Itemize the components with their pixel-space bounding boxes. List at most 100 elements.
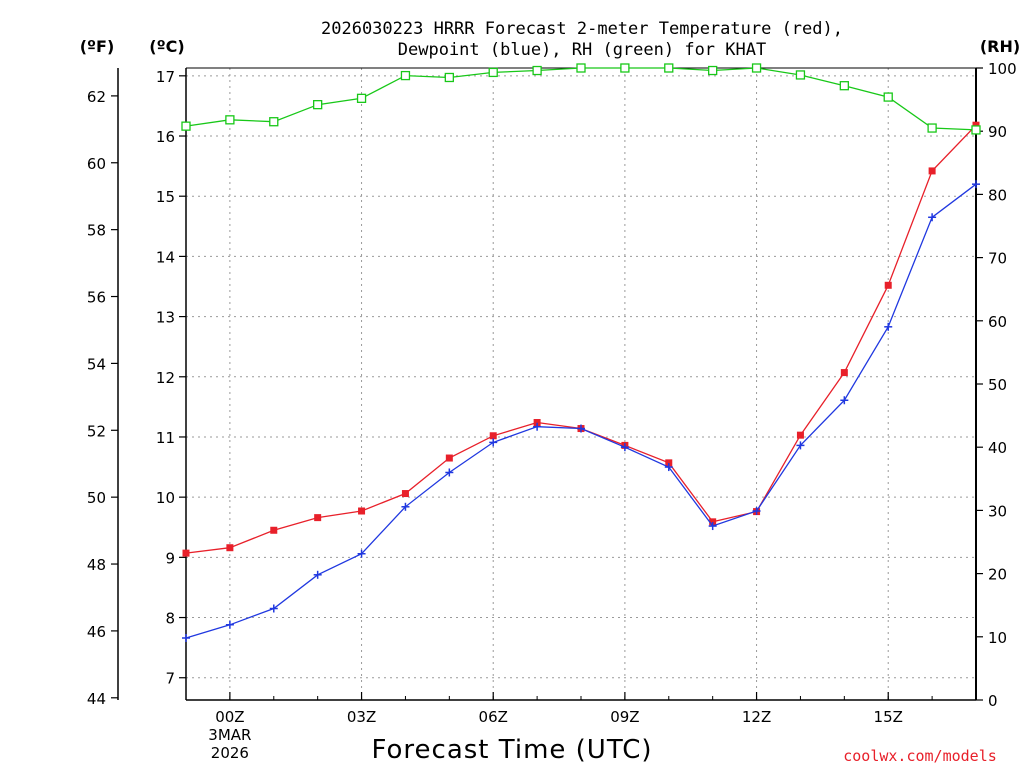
rh-point xyxy=(400,70,411,81)
x-tick-label: 09Z xyxy=(610,708,639,726)
x-tick-label: 15Z xyxy=(874,708,903,726)
dewpoint-point xyxy=(708,522,717,531)
rh-point xyxy=(927,123,937,133)
credit-text: coolwx.com/models xyxy=(843,747,997,765)
fahrenheit-tick-label: 52 xyxy=(87,422,106,440)
temperature-point xyxy=(972,121,980,129)
dewpoint-point xyxy=(620,443,629,452)
chart-title-line2: Dewpoint (blue), RH (green) for KHAT xyxy=(398,40,766,60)
fahrenheit-tick-label: 62 xyxy=(87,88,106,106)
rh-tick-label: 20 xyxy=(988,566,1007,584)
celsius-tick-label: 7 xyxy=(165,670,175,688)
temperature-point xyxy=(796,431,804,439)
rh-tick-label: 40 xyxy=(988,439,1007,457)
rh-point xyxy=(971,125,981,135)
temperature-point xyxy=(489,432,497,440)
rh-tick-label: 60 xyxy=(988,313,1007,331)
rh-point xyxy=(488,67,498,78)
dewpoint-point xyxy=(313,570,322,579)
rh-point xyxy=(225,115,235,125)
temperature-point xyxy=(533,419,541,427)
rh-point xyxy=(795,70,806,80)
fahrenheit-axis-header: (ºF) xyxy=(80,37,115,56)
dewpoint-point xyxy=(489,438,498,447)
celsius-axis-header: (ºC) xyxy=(149,37,184,56)
fahrenheit-tick-label: 60 xyxy=(87,155,106,173)
dewpoint-point xyxy=(796,441,805,450)
rh-axis-header: (RH) xyxy=(980,37,1020,56)
fahrenheit-tick-label: 58 xyxy=(87,222,106,240)
temperature-point xyxy=(226,544,234,552)
temperature-line xyxy=(185,124,977,554)
rh-point xyxy=(269,117,279,127)
fahrenheit-tick-label: 56 xyxy=(87,289,106,307)
celsius-tick-label: 14 xyxy=(156,248,175,266)
dewpoint-point xyxy=(401,502,410,511)
rh-tick-label: 10 xyxy=(988,629,1007,647)
temperature-point xyxy=(840,369,848,377)
temperature-point xyxy=(314,514,322,522)
temperature-point xyxy=(270,526,278,534)
rh-line xyxy=(185,67,977,131)
rh-tick-label: 0 xyxy=(988,692,998,710)
temperature-point xyxy=(182,549,190,557)
celsius-tick-label: 17 xyxy=(156,68,175,86)
fahrenheit-tick-label: 48 xyxy=(87,556,106,574)
grid-lines xyxy=(186,68,976,700)
rh-tick-label: 50 xyxy=(988,376,1007,394)
celsius-tick-label: 8 xyxy=(165,610,175,628)
rh-point xyxy=(883,92,893,102)
x-tick-year-label: 2026 xyxy=(211,744,249,762)
rh-tick-label: 100 xyxy=(988,60,1017,78)
dewpoint-point xyxy=(225,620,234,629)
rh-point xyxy=(444,72,454,83)
temperature-point xyxy=(884,281,892,289)
dewpoint-point xyxy=(182,634,190,643)
celsius-tick-label: 13 xyxy=(156,309,175,327)
celsius-tick-label: 15 xyxy=(156,188,175,206)
x-axis-label: Forecast Time (UTC) xyxy=(371,735,652,765)
temperature-point xyxy=(709,518,717,526)
temperature-point xyxy=(445,454,453,462)
fahrenheit-tick-label: 44 xyxy=(87,690,106,708)
chart-title-line1: 2026030223 HRRR Forecast 2-meter Tempera… xyxy=(321,19,843,39)
celsius-tick-label: 12 xyxy=(156,369,175,387)
rh-tick-label: 80 xyxy=(988,186,1007,204)
rh-point xyxy=(664,63,674,73)
temperature-point xyxy=(665,459,673,467)
x-tick-label: 12Z xyxy=(742,708,771,726)
dewpoint-point xyxy=(664,463,673,472)
rh-point xyxy=(620,63,630,73)
rh-point xyxy=(356,93,367,103)
dewpoint-point xyxy=(972,180,980,189)
rh-point xyxy=(532,65,542,76)
fahrenheit-tick-label: 54 xyxy=(87,355,106,373)
dewpoint-point xyxy=(577,424,585,433)
fahrenheit-tick-label: 46 xyxy=(87,623,106,641)
celsius-tick-label: 16 xyxy=(156,128,175,146)
dewpoint-point xyxy=(840,396,849,405)
dewpoint-line xyxy=(185,183,977,639)
celsius-tick-label: 9 xyxy=(165,549,175,567)
x-tick-label: 06Z xyxy=(479,708,508,726)
celsius-tick-label: 11 xyxy=(156,429,175,447)
x-tick-label: 03Z xyxy=(347,708,376,726)
x-tick-label: 00Z xyxy=(215,708,244,726)
fahrenheit-tick-label: 50 xyxy=(87,489,106,507)
dewpoint-point xyxy=(752,507,761,516)
rh-point xyxy=(839,81,849,91)
rh-tick-label: 90 xyxy=(988,123,1007,141)
rh-point xyxy=(576,63,586,73)
temperature-point xyxy=(401,490,409,498)
celsius-tick-label: 10 xyxy=(156,489,175,507)
dewpoint-point xyxy=(445,468,454,477)
data-series xyxy=(181,63,981,643)
dewpoint-point xyxy=(533,422,542,431)
temperature-point xyxy=(928,167,936,175)
rh-point xyxy=(313,100,323,110)
rh-tick-label: 70 xyxy=(988,250,1007,268)
rh-tick-label: 30 xyxy=(988,502,1007,520)
dewpoint-point xyxy=(357,549,366,558)
